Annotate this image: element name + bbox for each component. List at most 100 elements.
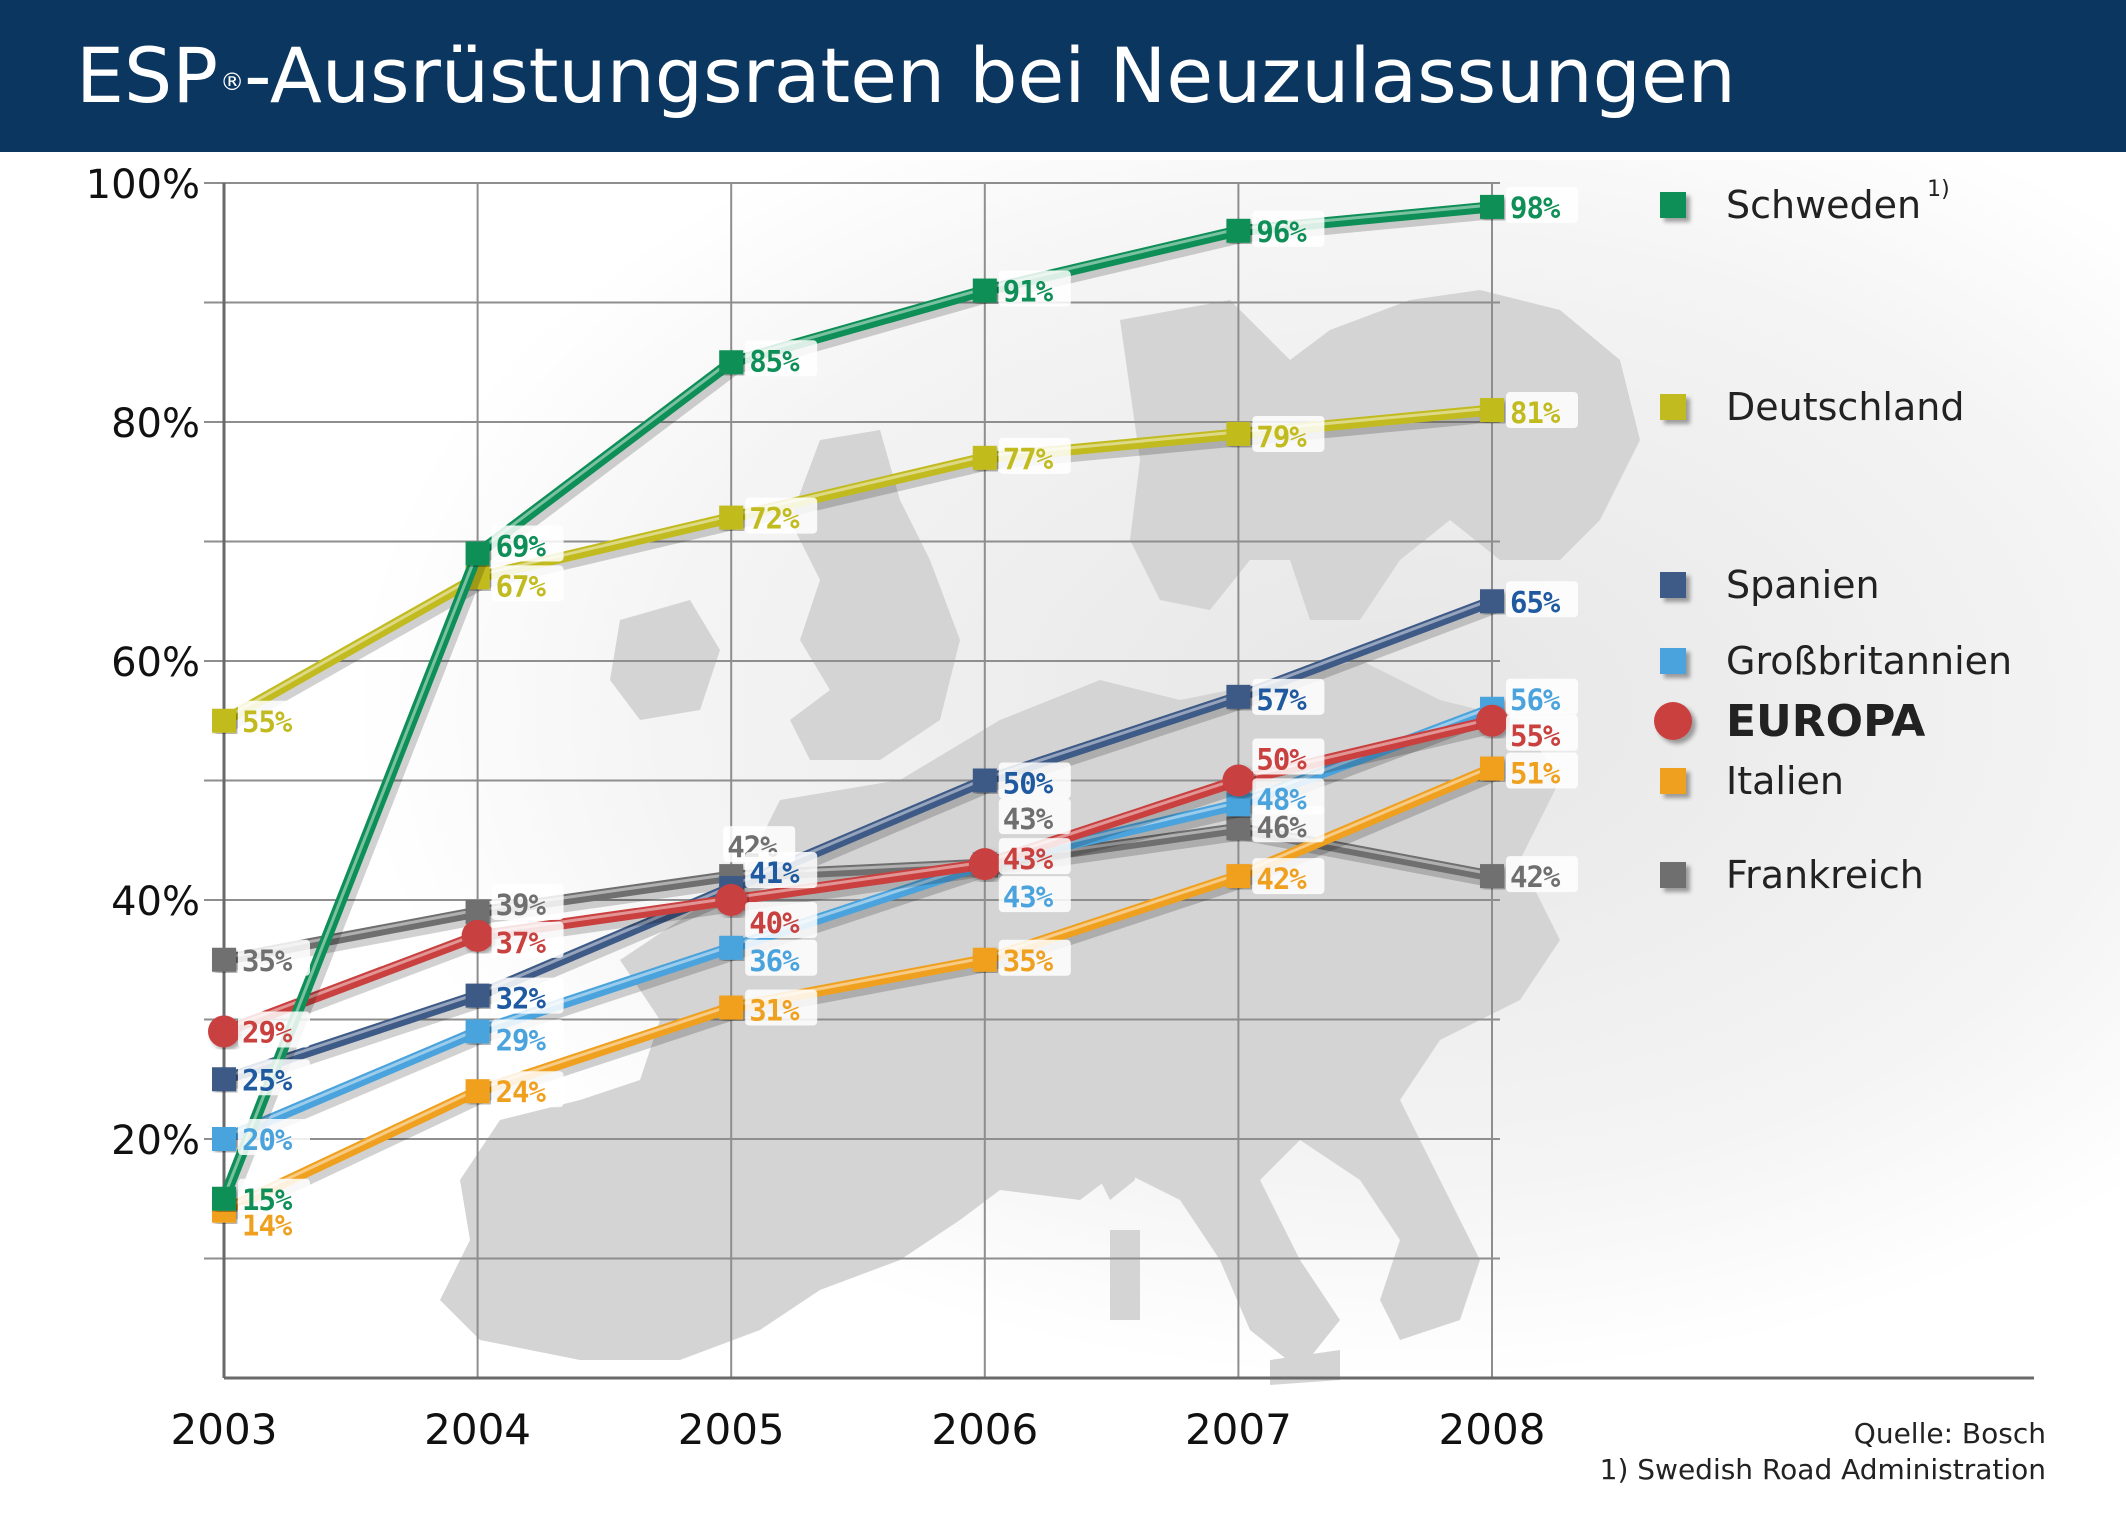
data-label-background <box>745 497 818 534</box>
data-point-marker <box>465 1019 490 1044</box>
data-point-marker <box>719 935 744 960</box>
legend-item: EUROPA <box>1654 696 1925 747</box>
data-label-background <box>998 798 1071 835</box>
x-tick-label: 2004 <box>424 1405 531 1454</box>
data-label: 48% <box>1256 782 1307 816</box>
data-point-marker <box>465 1079 490 1104</box>
data-label-background <box>998 270 1071 307</box>
data-label: 51% <box>1510 757 1561 791</box>
data-label-background <box>998 838 1071 875</box>
legend-marker <box>1654 702 1692 740</box>
data-point-marker <box>212 1127 236 1151</box>
data-label-background <box>998 939 1071 976</box>
y-tick-label: 80% <box>111 401 200 447</box>
y-tick-label: 40% <box>111 879 200 925</box>
axes: 2003 2004 2005 2006 2007 2008 20% 40% 60% 80% 100% <box>86 162 2034 1454</box>
chart-title: ESP®-Ausrüstungsraten bei Neuzulassungen <box>76 31 1736 120</box>
data-point-marker <box>1480 398 1504 423</box>
data-point-marker <box>1480 194 1504 219</box>
data-label-background <box>745 902 818 938</box>
data-point-marker <box>1226 816 1251 841</box>
data-label: 65% <box>1510 585 1561 619</box>
data-label-background <box>491 525 564 562</box>
y-tick-label: 60% <box>111 640 200 686</box>
data-label: 39% <box>496 888 547 922</box>
data-point-marker <box>719 350 744 375</box>
data-label-background <box>998 762 1071 799</box>
data-label-background <box>1252 858 1325 895</box>
data-point-marker <box>208 1015 240 1048</box>
data-label-background <box>1506 714 1578 751</box>
data-label: 35% <box>242 944 293 978</box>
data-label-background <box>1506 186 1578 223</box>
data-label-background <box>1252 678 1325 715</box>
series-line-shadow <box>225 718 1498 1044</box>
data-label-background <box>1506 856 1578 893</box>
data-label-background <box>745 939 818 976</box>
legend-footnote-mark: 1) <box>1927 177 1950 202</box>
data-label: 29% <box>496 1023 547 1057</box>
legend-item: Deutschland <box>1660 382 1964 432</box>
data-label: 81% <box>1510 396 1561 430</box>
data-label: 40% <box>749 906 800 940</box>
data-label: 56% <box>1510 683 1561 717</box>
data-label: 36% <box>749 944 800 978</box>
data-label-background <box>238 700 310 737</box>
data-point-marker <box>1480 864 1504 889</box>
legend-marker <box>1660 394 1686 420</box>
data-point-marker <box>719 505 744 530</box>
data-label-background <box>491 977 564 1014</box>
data-point-marker <box>1222 764 1255 797</box>
data-point-marker <box>968 848 1001 881</box>
data-label: 57% <box>1256 683 1307 717</box>
data-point-marker <box>1226 218 1251 243</box>
data-point-marker <box>1476 704 1508 737</box>
data-point-marker <box>1226 684 1251 709</box>
data-point-marker <box>1226 864 1251 889</box>
data-point-marker <box>1480 589 1504 614</box>
data-label-background <box>745 989 818 1026</box>
legend-item: Schweden 1) <box>1660 177 1950 230</box>
x-tick-label: 2005 <box>678 1405 785 1454</box>
data-point-marker <box>465 983 490 1008</box>
data-label-background <box>238 1119 310 1155</box>
data-label-background <box>1506 581 1578 618</box>
legend-label: Spanien <box>1726 563 1880 607</box>
data-point-marker <box>972 278 997 303</box>
data-point-marker <box>1226 421 1251 446</box>
data-label-background <box>1252 210 1325 247</box>
data-label-background <box>491 1071 564 1108</box>
data-label: 31% <box>749 994 800 1028</box>
data-label: 42% <box>1256 862 1307 896</box>
data-label-background <box>745 340 818 377</box>
data-label-background <box>491 921 564 958</box>
data-label: 29% <box>242 1015 293 1049</box>
data-label-background <box>745 852 818 889</box>
legend-marker <box>1660 648 1686 674</box>
data-label: 98% <box>1510 191 1561 225</box>
data-label: 69% <box>496 529 547 563</box>
data-label: 67% <box>496 569 547 603</box>
data-label: 50% <box>1003 767 1054 801</box>
data-point-marker <box>972 947 997 972</box>
data-label: 20% <box>242 1123 293 1157</box>
data-point-marker <box>719 995 744 1020</box>
data-point-marker <box>212 1067 236 1092</box>
legend-marker <box>1660 862 1686 888</box>
data-label-background <box>1252 738 1325 775</box>
data-point-marker <box>972 445 997 470</box>
legend-marker <box>1660 768 1686 794</box>
data-labels: 35%39%42%43% 46%42%14%24%31%35%42%51%20%2… <box>238 186 1578 1243</box>
data-label: 50% <box>1256 743 1307 777</box>
series-line-highlight <box>223 765 1493 1211</box>
data-label: 41% <box>749 856 800 890</box>
data-label-background <box>1506 678 1578 715</box>
data-label-background <box>998 876 1071 913</box>
legend-label: Schweden 1) <box>1726 177 1950 227</box>
data-label-background <box>238 1011 310 1048</box>
data-label: 37% <box>496 926 547 960</box>
footnote-text: 1) Swedish Road Administration <box>1599 1453 2046 1486</box>
data-label: 91% <box>1003 275 1054 309</box>
